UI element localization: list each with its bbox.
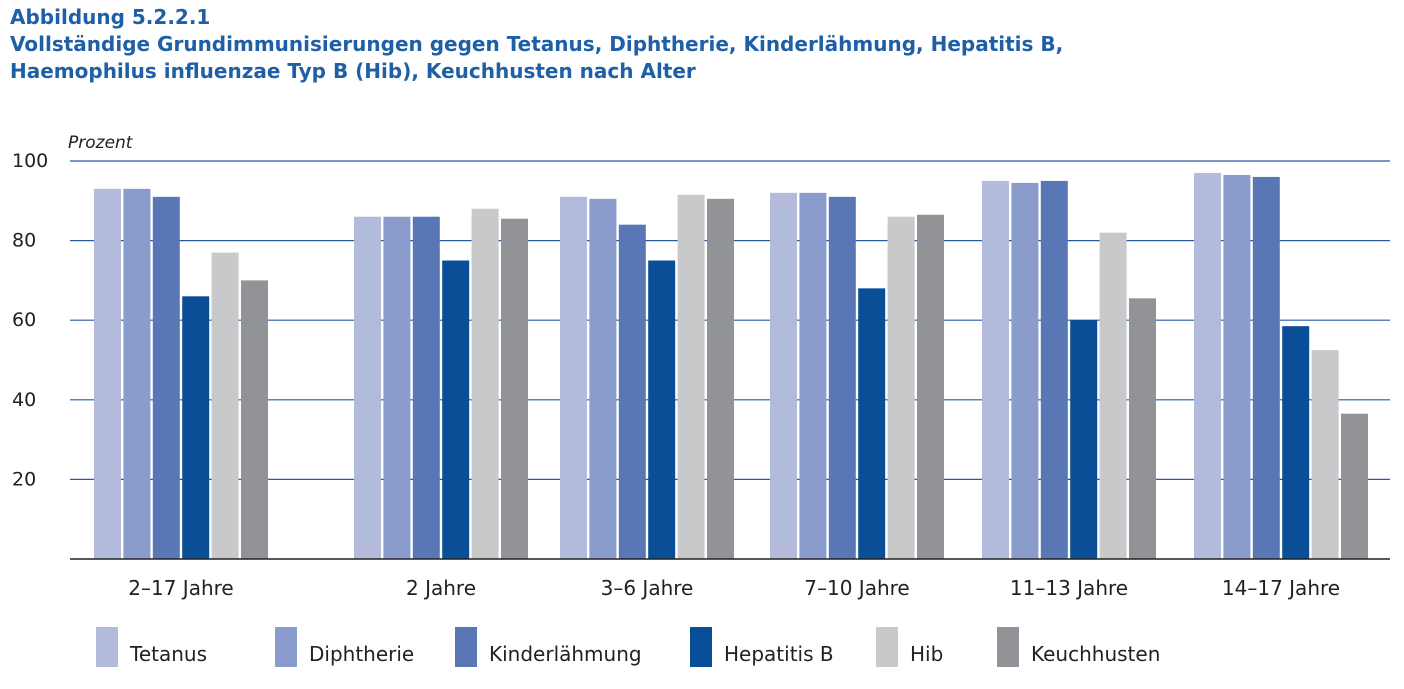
bar-2-4 bbox=[799, 192, 827, 559]
bar-4-6 bbox=[1282, 326, 1310, 559]
bar-3-1 bbox=[152, 196, 180, 559]
x-category-label: 2 Jahre bbox=[406, 576, 476, 600]
x-category-label: 3–6 Jahre bbox=[601, 576, 694, 600]
bar-1-4 bbox=[770, 192, 797, 559]
bar-1-5 bbox=[982, 180, 1009, 559]
legend-label-5: Hib bbox=[910, 642, 943, 666]
bar-1-3 bbox=[560, 196, 587, 559]
legend-swatch-4 bbox=[690, 627, 712, 667]
y-tick-label: 100 bbox=[12, 150, 48, 172]
bar-3-3 bbox=[618, 224, 646, 559]
bar-1-2 bbox=[354, 216, 381, 559]
bar-6-3 bbox=[707, 198, 734, 559]
y-tick-label: 80 bbox=[12, 230, 36, 252]
bar-4-5 bbox=[1070, 320, 1098, 559]
y-axis-label: Prozent bbox=[68, 133, 134, 153]
x-category-label: 2–17 Jahre bbox=[128, 576, 233, 600]
x-category-label: 7–10 Jahre bbox=[804, 576, 909, 600]
bar-2-2 bbox=[383, 216, 411, 559]
bar-6-5 bbox=[1129, 298, 1156, 559]
bar-5-3 bbox=[677, 194, 705, 559]
bar-3-6 bbox=[1252, 176, 1280, 560]
legend-label-4: Hepatitis B bbox=[724, 642, 834, 666]
y-tick-label: 60 bbox=[12, 309, 36, 331]
bar-6-1 bbox=[241, 280, 268, 559]
bar-6-6 bbox=[1341, 413, 1368, 559]
bar-3-2 bbox=[412, 216, 440, 559]
figure-label: Abbildung 5.2.2.1 bbox=[10, 5, 211, 29]
bar-5-2 bbox=[471, 208, 499, 559]
legend-swatch-2 bbox=[275, 627, 297, 667]
bar-5-6 bbox=[1311, 350, 1339, 559]
legend-swatch-3 bbox=[455, 627, 477, 667]
chart-title-line-1: Vollständige Grundimmunisierungen gegen … bbox=[10, 32, 1064, 56]
bar-3-4 bbox=[828, 196, 856, 559]
y-tick-label: 40 bbox=[12, 389, 36, 411]
bar-4-1 bbox=[182, 296, 210, 559]
chart-heading: Abbildung 5.2.2.1 Vollständige Grundimmu… bbox=[10, 4, 1063, 85]
bar-4-4 bbox=[858, 288, 886, 559]
legend-label-1: Tetanus bbox=[129, 642, 207, 666]
bar-1-1 bbox=[94, 188, 121, 560]
legend-label-6: Keuchhusten bbox=[1031, 642, 1160, 666]
legend-label-3: Kinderlähmung bbox=[489, 642, 642, 666]
bar-4-3 bbox=[648, 260, 676, 559]
bar-2-3 bbox=[589, 198, 617, 559]
bar-1-6 bbox=[1194, 172, 1221, 559]
chart-title-line-2: Haemophilus influenzae Typ B (Hib), Keuc… bbox=[10, 59, 696, 83]
legend-swatch-5 bbox=[876, 627, 898, 667]
y-tick-label: 20 bbox=[12, 468, 36, 490]
x-category-label: 11–13 Jahre bbox=[1010, 576, 1128, 600]
bar-5-5 bbox=[1099, 232, 1127, 559]
bar-2-6 bbox=[1223, 174, 1251, 559]
legend-swatch-6 bbox=[997, 627, 1019, 667]
bar-6-2 bbox=[501, 218, 528, 559]
legend-label-2: Diphtherie bbox=[309, 642, 414, 666]
bar-5-4 bbox=[887, 216, 915, 559]
bar-2-1 bbox=[123, 188, 151, 560]
legend-swatch-1 bbox=[96, 627, 118, 667]
bar-2-5 bbox=[1011, 182, 1039, 559]
x-category-label: 14–17 Jahre bbox=[1222, 576, 1340, 600]
bar-5-1 bbox=[211, 252, 239, 560]
bar-3-5 bbox=[1040, 180, 1068, 559]
bar-4-2 bbox=[442, 260, 470, 559]
bar-6-4 bbox=[917, 214, 944, 560]
